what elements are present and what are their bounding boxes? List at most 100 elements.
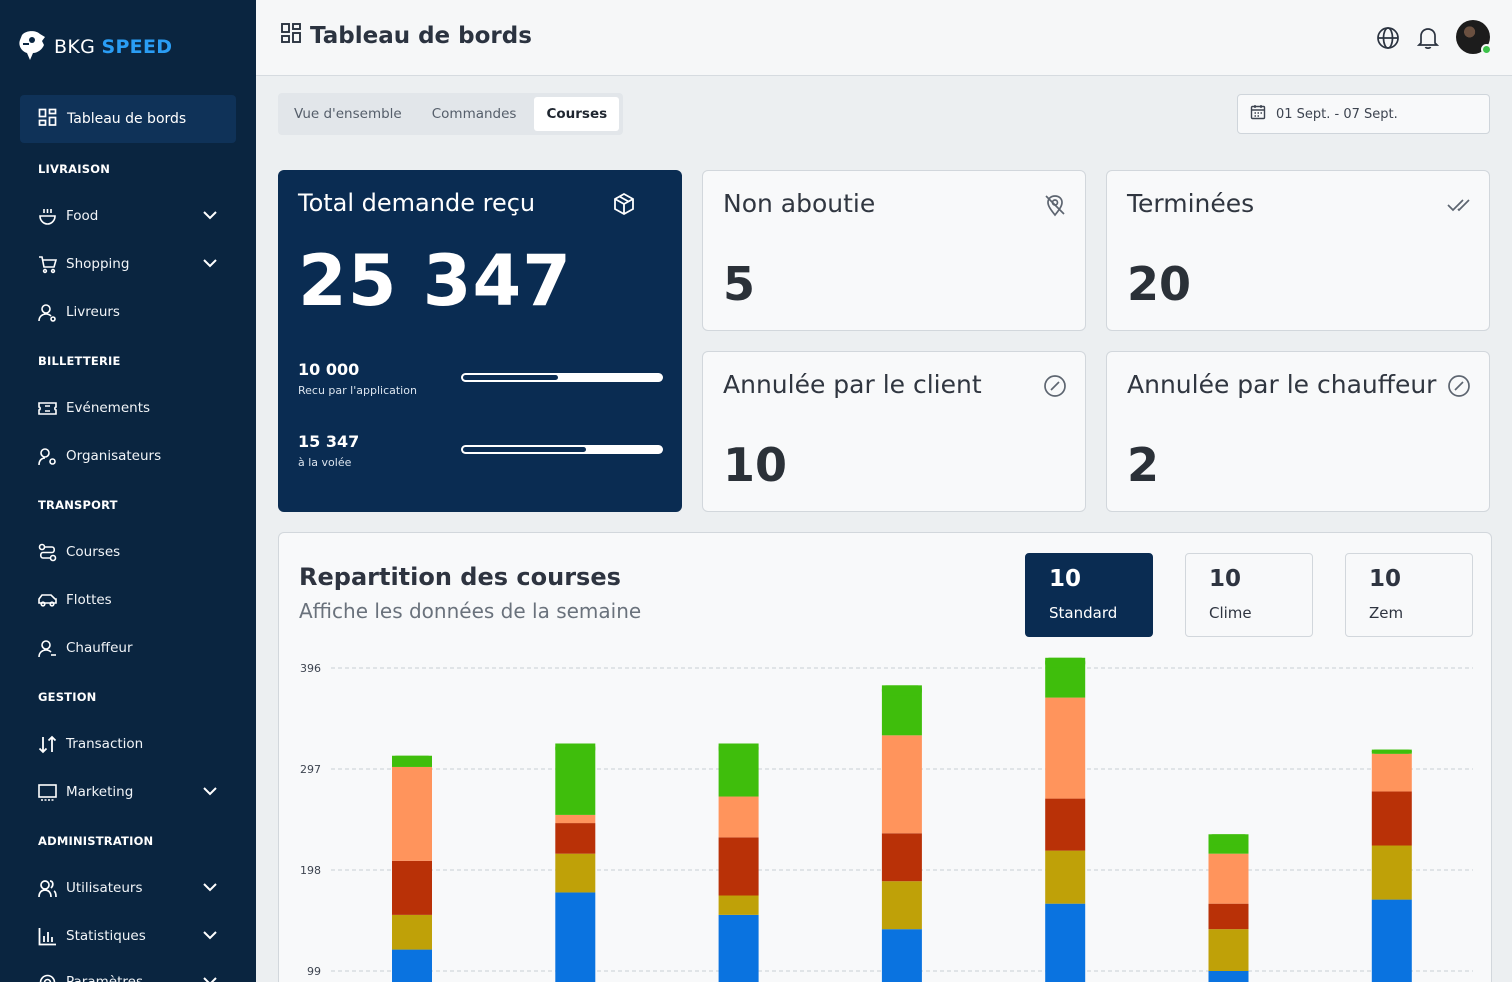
sidebar-item-marketing[interactable]: Marketing [38,780,218,804]
card-title: Terminées [1127,189,1255,218]
bar-segment[interactable] [881,881,922,930]
total-requests-card: Total demande reçu 25 347 10 000 Recu pa… [278,170,682,512]
bar-segment[interactable] [555,743,596,815]
bar-segment[interactable] [1371,791,1412,846]
cart-icon [38,255,57,274]
sidebar-item-courses[interactable]: Courses [38,540,218,564]
sidebar-item-evenements[interactable]: Evénements [38,396,218,420]
chevron-down-icon[interactable] [202,879,218,899]
top-header: Tableau de bords [256,0,1512,76]
segment-standard[interactable]: 10 Standard [1025,553,1153,637]
app-requests-progress [461,373,663,382]
bar-segment[interactable] [1208,853,1249,904]
sidebar-item-utilisateurs[interactable]: Utilisateurs [38,876,218,900]
bar-segment[interactable] [718,895,759,915]
bar-segment[interactable] [555,853,596,893]
segment-label: Standard [1049,604,1118,622]
bell-icon[interactable] [1414,24,1442,52]
chevron-down-icon[interactable] [202,255,218,275]
avatar[interactable] [1456,20,1492,55]
sort-arrows-icon [38,735,57,754]
page-title: Tableau de bords [280,22,532,50]
bar-segment[interactable] [1208,971,1249,982]
card-title: Annulée par le client [723,370,982,399]
sidebar-item-label: Transaction [66,736,144,752]
sidebar-item-organisateurs[interactable]: Organisateurs [38,444,218,468]
bar-segment[interactable] [881,735,922,834]
bar-segment[interactable] [1208,903,1249,930]
bar-segment[interactable] [718,837,759,896]
bar-segment[interactable] [881,833,922,882]
segment-zem[interactable]: 10 Zem [1345,553,1473,637]
bar-chart-icon [38,927,57,946]
bar-segment[interactable] [1045,903,1086,982]
section-administration: ADMINISTRATION [38,834,154,848]
settings-icon [38,973,57,982]
section-billetterie: BILLETTERIE [38,354,121,368]
bar-segment[interactable] [555,823,596,854]
sidebar-item-label: Statistiques [66,928,146,944]
bar-segment[interactable] [555,814,596,824]
sidebar-item-livreurs[interactable]: Livreurs [38,300,218,324]
bar-segment[interactable] [1045,697,1086,799]
y-tick-label: 396 [300,662,321,675]
sidebar-item-transaction[interactable]: Transaction [38,732,218,756]
app-logo[interactable]: BKG SPEED [18,30,172,64]
non-aboutie-card: Non aboutie 5 [702,170,1086,331]
sidebar-item-flottes[interactable]: Flottes [38,588,218,612]
chevron-down-icon[interactable] [202,973,218,982]
dashboard-icon [280,22,302,50]
sidebar-item-label: Chauffeur [66,640,133,656]
segment-clime[interactable]: 10 Clime [1185,553,1313,637]
bar-segment[interactable] [718,914,759,982]
sidebar-item-food[interactable]: Food [38,204,218,228]
tab-courses[interactable]: Courses [534,97,620,131]
bar-segment[interactable] [1371,753,1412,792]
bar-segment[interactable] [1371,845,1412,900]
bar-segment[interactable] [881,929,922,982]
tab-overview[interactable]: Vue d'ensemble [294,106,402,122]
bar-segment[interactable] [392,860,432,915]
panel-title: Repartition des courses [299,563,621,591]
bar-cap [1208,834,1249,845]
bar-segment[interactable] [392,949,432,982]
tab-commandes[interactable]: Commandes [431,106,517,122]
bar-segment[interactable] [392,766,432,861]
sidebar-item-label: Livreurs [66,304,120,320]
chevron-down-icon[interactable] [202,207,218,227]
progress-fill [463,375,559,380]
app-requests-value: 10 000 [298,360,360,379]
street-requests-progress [461,445,663,454]
cancel-circle-icon [1043,374,1067,402]
sidebar-item-label: Tableau de bords [67,111,187,127]
calendar-icon [1250,104,1266,124]
sidebar-item-chauffeur[interactable]: Chauffeur [38,636,218,660]
bar-segment[interactable] [1045,798,1086,851]
logo-icon [18,29,48,65]
card-title: Total demande reçu [298,189,536,217]
globe-icon[interactable] [1374,24,1402,52]
y-tick-label: 198 [300,864,321,877]
sidebar-item-label: Food [66,208,99,224]
date-range-picker[interactable]: 01 Sept. - 07 Sept. [1237,94,1490,134]
bar-segment[interactable] [1208,929,1249,971]
annulee-client-card: Annulée par le client 10 [702,351,1086,512]
bar-segment[interactable] [1371,899,1412,982]
chevron-down-icon[interactable] [202,783,218,803]
terminees-card: Terminées 20 [1106,170,1490,331]
user-gear-icon [38,447,57,466]
bar-segment[interactable] [392,914,432,950]
sidebar-item-shopping[interactable]: Shopping [38,252,218,276]
sidebar-item-parametres[interactable]: Paramètres [38,970,218,982]
sidebar-item-dashboard[interactable]: Tableau de bords [20,95,236,143]
bar-segment[interactable] [555,892,596,982]
logo-text-b: SPEED [101,36,173,58]
segment-count: 10 [1369,566,1402,592]
bar-segment[interactable] [718,796,759,838]
chevron-down-icon[interactable] [202,927,218,947]
cube-icon [612,192,636,220]
sidebar-item-statistiques[interactable]: Statistiques [38,924,218,948]
page-title-text: Tableau de bords [310,23,532,49]
street-requests-value: 15 347 [298,432,360,451]
bar-segment[interactable] [1045,850,1086,904]
